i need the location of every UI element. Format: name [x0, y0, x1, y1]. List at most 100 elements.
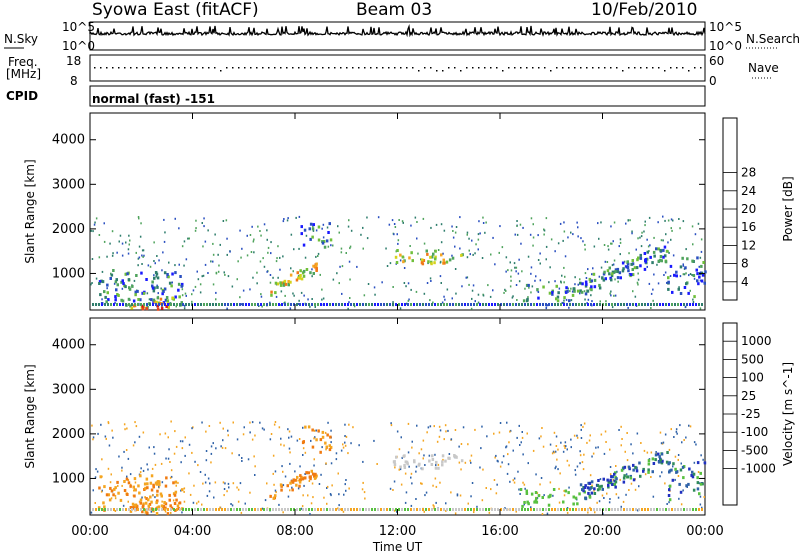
power-cell: [545, 306, 548, 309]
velocity-cell: [699, 503, 702, 506]
velocity-cell: [278, 508, 280, 511]
power-cell: [482, 303, 484, 306]
colorbar-tick-label: -1000: [741, 462, 776, 476]
velocity-cell: [652, 462, 656, 465]
power-cell: [570, 231, 572, 234]
velocity-cell: [193, 484, 195, 487]
power-cell: [422, 303, 424, 306]
velocity-cell: [337, 507, 339, 510]
velocity-cell: [566, 459, 569, 462]
freq-dot: [412, 67, 414, 69]
power-cell: [657, 221, 659, 224]
velocity-cell: [104, 508, 106, 511]
power-cell: [150, 298, 153, 302]
velocity-cell: [655, 451, 657, 453]
power-cell: [177, 288, 180, 292]
freq-dot: [322, 67, 324, 69]
velocity-cell: [681, 441, 683, 444]
velocity-cell: [554, 467, 556, 470]
velocity-cell: [160, 504, 164, 508]
power-cell: [236, 278, 238, 281]
freq-dot: [454, 67, 456, 69]
velocity-cell: [509, 508, 511, 511]
velocity-cell: [309, 513, 311, 515]
velocity-cell: [590, 480, 594, 484]
velocity-cell: [127, 481, 131, 485]
power-cell: [451, 225, 453, 228]
velocity-cell: [632, 478, 636, 482]
velocity-cell: [161, 508, 163, 511]
power-cell: [684, 266, 687, 270]
power-cell: [250, 251, 253, 253]
velocity-cell: [447, 456, 450, 460]
velocity-cell: [185, 508, 187, 511]
velocity-cell: [202, 482, 204, 485]
velocity-cell: [129, 506, 133, 509]
velocity-cell: [338, 493, 340, 496]
power-cell: [401, 303, 403, 306]
velocity-cell: [284, 475, 287, 478]
velocity-cell: [495, 454, 497, 457]
power-cell: [302, 303, 304, 306]
velocity-cell: [698, 492, 701, 496]
power-cell: [451, 254, 453, 257]
power-cell: [338, 303, 340, 306]
velocity-cell: [192, 501, 195, 504]
power-cell: [443, 261, 446, 265]
power-cell: [118, 240, 120, 243]
velocity-cell: [348, 423, 350, 426]
velocity-cell: [339, 508, 341, 511]
velocity-cell: [524, 508, 526, 511]
power-cell: [311, 268, 313, 271]
velocity-cell: [376, 463, 378, 465]
velocity-cell: [636, 432, 639, 435]
power-cell: [607, 245, 609, 248]
power-cell: [501, 246, 504, 249]
velocity-cell: [609, 473, 612, 476]
power-cell: [248, 303, 250, 306]
velocity-cell: [313, 464, 315, 467]
power-cell: [127, 297, 131, 301]
power-cell: [322, 236, 325, 239]
power-cell: [434, 255, 437, 259]
freq-dot: [538, 67, 540, 69]
power-cell: [256, 271, 258, 274]
power-cell: [241, 247, 243, 250]
velocity-cell: [170, 420, 172, 423]
power-cell: [556, 299, 560, 303]
power-cell: [590, 279, 593, 283]
velocity-cell: [668, 501, 670, 504]
velocity-cell: [582, 425, 584, 428]
power-cell: [637, 272, 639, 275]
power-cell: [580, 237, 582, 240]
power-cell: [545, 303, 547, 306]
power-cell: [687, 291, 690, 295]
velocity-cell: [191, 427, 193, 430]
velocity-cell: [609, 478, 612, 482]
velocity-cell: [576, 436, 579, 439]
velocity-cell: [374, 508, 376, 511]
power-cell: [141, 307, 145, 311]
power-cell: [303, 294, 305, 297]
velocity-cell: [548, 508, 550, 511]
velocity-cell: [513, 481, 516, 484]
power-cell: [663, 245, 667, 249]
velocity-cell: [154, 463, 157, 466]
velocity-cell: [288, 447, 291, 450]
power-cell: [115, 278, 118, 282]
velocity-cell: [243, 426, 245, 429]
velocity-cell: [535, 473, 537, 476]
velocity-cell: [604, 430, 607, 433]
power-cell: [667, 287, 670, 291]
power-cell: [652, 288, 654, 291]
velocity-cell: [318, 483, 321, 485]
colorbar-tick-label: 100: [741, 371, 764, 385]
velocity-cell: [572, 508, 574, 511]
velocity-cell: [299, 478, 302, 482]
velocity-cell: [273, 483, 275, 486]
power-cell: [611, 303, 613, 306]
velocity-cell: [315, 429, 317, 432]
power-cell: [297, 276, 300, 280]
power-cell: [636, 281, 639, 284]
velocity-cell: [174, 508, 177, 512]
